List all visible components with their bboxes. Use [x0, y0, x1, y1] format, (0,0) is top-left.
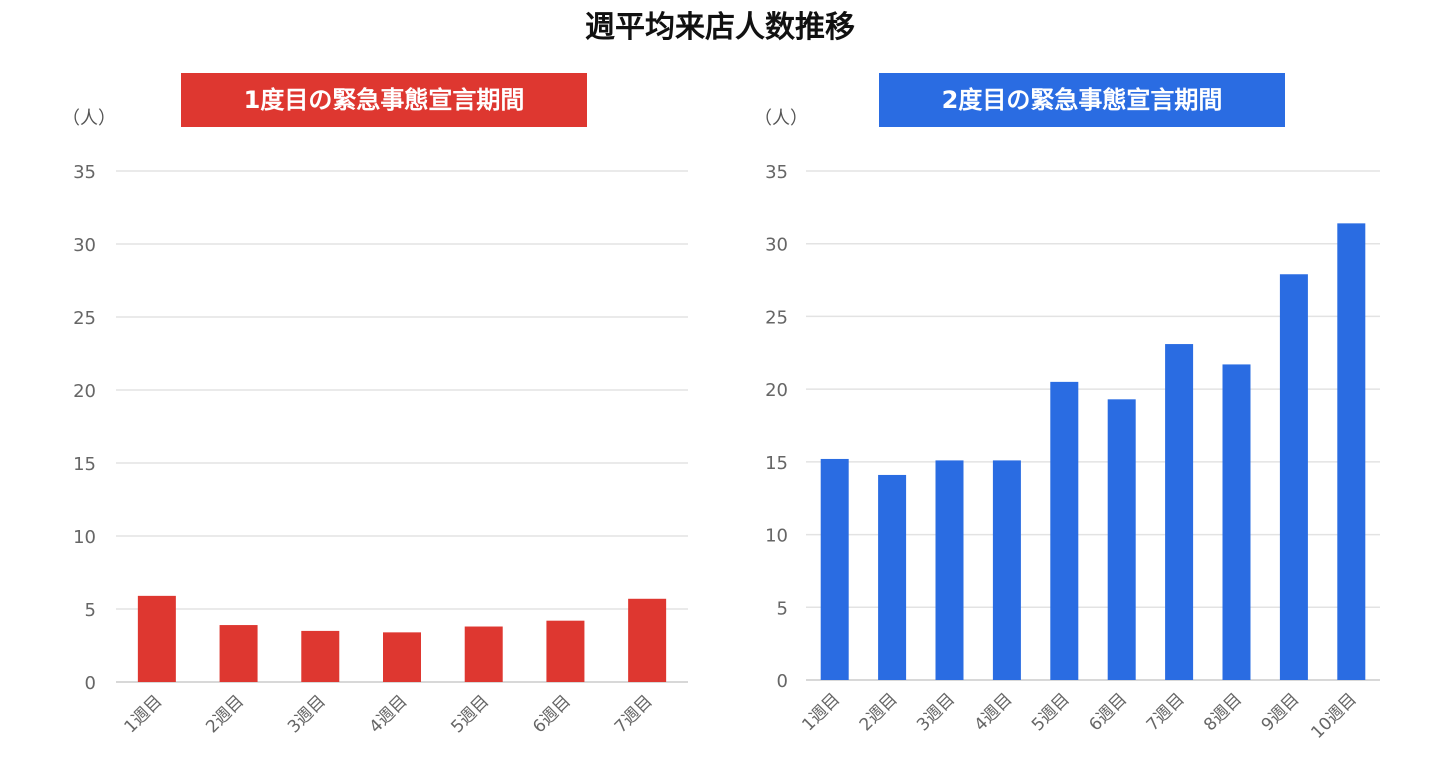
y-tick-label: 0: [85, 673, 96, 694]
bar-2: [219, 625, 258, 682]
y-tick-label: 25: [765, 307, 788, 328]
bar-4: [992, 460, 1021, 680]
chart-title-first-emergency: 1度目の緊急事態宣言期間: [181, 73, 587, 127]
bar-8: [1222, 364, 1251, 680]
y-tick-label: 25: [73, 308, 96, 329]
y-tick-label: 15: [73, 454, 96, 475]
y-tick-label: 30: [73, 235, 96, 256]
y-unit-label-first: （人）: [62, 108, 116, 129]
y-tick-label: 30: [765, 235, 788, 256]
bar-3: [301, 630, 340, 682]
bar-6: [1107, 399, 1136, 680]
x-tick-label: 7週目: [1143, 689, 1189, 735]
y-tick-label: 35: [73, 162, 96, 183]
bar-6: [546, 620, 585, 682]
x-tick-label: 4週目: [971, 689, 1017, 735]
y-tick-label: 35: [765, 162, 788, 183]
bar-5: [464, 626, 503, 682]
x-tick-label: 6週目: [1085, 689, 1131, 735]
page-title: 週平均来店人数推移: [585, 10, 855, 45]
y-tick-label: 0: [777, 671, 788, 692]
bar-9: [1279, 274, 1308, 680]
bar-3: [935, 460, 964, 680]
y-tick-label: 10: [73, 527, 96, 548]
x-tick-label: 1週目: [798, 689, 844, 735]
bar-1: [137, 595, 176, 682]
bar-10: [1337, 223, 1366, 680]
y-unit-label-second: （人）: [754, 108, 808, 129]
x-tick-label: 3週目: [913, 689, 959, 735]
x-tick-label: 2週目: [856, 689, 902, 735]
bar-5: [1050, 381, 1079, 680]
x-tick-label: 10週目: [1307, 689, 1360, 742]
bar-4: [383, 632, 421, 682]
x-tick-label: 5週目: [1028, 689, 1074, 735]
chart-title-second-emergency: 2度目の緊急事態宣言期間: [879, 73, 1285, 127]
x-tick-label: 9週目: [1258, 689, 1304, 735]
bar-7: [628, 598, 667, 682]
bar-2: [878, 474, 907, 680]
y-tick-label: 10: [765, 526, 788, 547]
bar-1: [820, 458, 849, 680]
y-tick-label: 15: [765, 453, 788, 474]
y-tick-label: 20: [73, 381, 96, 402]
y-tick-label: 5: [777, 598, 788, 619]
bar-7: [1165, 344, 1194, 680]
x-tick-label: 8週目: [1200, 689, 1246, 735]
y-tick-label: 5: [85, 600, 96, 621]
y-tick-label: 20: [765, 380, 788, 401]
